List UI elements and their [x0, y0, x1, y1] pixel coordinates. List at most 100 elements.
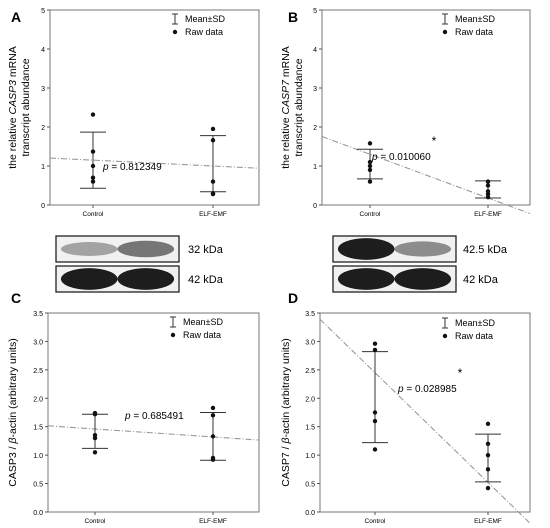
blot-band-size-label: 42 kDa	[463, 274, 499, 286]
legend-label-mean-sd: Mean±SD	[455, 318, 495, 328]
raw-data-point	[372, 347, 378, 353]
legend-raw-icon	[442, 333, 448, 339]
plot-frame	[47, 312, 260, 513]
raw-data-point	[367, 179, 373, 184]
x-tick-label: Control	[360, 211, 382, 218]
y-axis-label-part: CASP7	[280, 79, 292, 115]
y-axis-label-part: β	[280, 438, 292, 445]
y-axis-label-line2: transcript abundance	[293, 58, 305, 156]
legend-raw-icon	[442, 29, 448, 35]
p-value: = 0.685491	[133, 411, 184, 422]
y-tick-label: 1	[313, 164, 317, 171]
raw-data-point	[367, 141, 373, 146]
raw-data-point	[372, 410, 378, 415]
y-axis-label: CASP3 / β-actin (arbitrary units)	[7, 338, 19, 486]
raw-data-point	[210, 191, 216, 197]
p-symbol: p	[397, 384, 406, 395]
y-tick-label: 1.0	[305, 453, 315, 460]
plot-frame	[321, 9, 531, 206]
panel-letter: A	[11, 9, 21, 25]
legend: Mean±SD Raw data	[442, 317, 495, 341]
p-symbol: p	[371, 152, 380, 163]
raw-data-point	[485, 421, 491, 427]
y-tick-label: 0.5	[33, 482, 43, 489]
y-axis-label: the relative CASP7 mRNA	[280, 46, 292, 169]
group-control	[357, 141, 383, 184]
chart-panel-a: A 0 1 2 3 4 5 the relative CASP3 mRNA transcript…	[7, 8, 260, 218]
raw-data-point	[90, 149, 96, 154]
y-axis-label-part: mRNA	[280, 46, 292, 80]
trend-line	[319, 318, 531, 524]
y-tick-label: 0	[41, 203, 45, 210]
blot-band	[337, 238, 395, 260]
y-tick-label: 2.0	[33, 396, 43, 403]
y-tick-label: 2.0	[305, 396, 315, 403]
raw-data-point	[210, 179, 216, 184]
y-tick-label: 1.5	[33, 425, 43, 432]
y-tick-label: 4	[313, 47, 317, 54]
y-tick-label: 3.5	[305, 311, 315, 318]
x-tick-label: ELF-EMF	[474, 518, 502, 525]
y-axis-label-part: CASP7 /	[280, 444, 292, 487]
panel-letter: C	[11, 290, 21, 306]
y-axis-label: the relative CASP3 mRNA	[7, 46, 19, 169]
raw-data-point	[485, 183, 491, 188]
raw-data-point	[485, 452, 491, 458]
raw-data-point	[367, 167, 373, 173]
raw-data-point	[210, 138, 216, 143]
blot-band-size-label: 42.5 kDa	[463, 244, 508, 256]
panel-letter: B	[288, 9, 298, 25]
legend-label-raw: Raw data	[455, 27, 493, 37]
raw-data-point	[485, 191, 491, 197]
y-tick-label: 0.5	[305, 482, 315, 489]
blot-band	[394, 268, 452, 290]
y-axis-label-part: the relative	[7, 115, 19, 169]
raw-data-point	[90, 179, 96, 184]
y-tick-label: 0.0	[33, 510, 43, 517]
blot-band	[337, 268, 395, 290]
y-axis-label-part: CASP3	[7, 80, 19, 115]
western-blot-1: 32 kDa 42 kDa	[55, 235, 224, 293]
trend-line	[49, 157, 260, 169]
group-control	[362, 341, 388, 452]
y-tick-label: 3.0	[305, 339, 315, 346]
y-tick-label: 2.5	[33, 368, 43, 375]
p-value-label: p = 0.812349	[102, 162, 162, 173]
chart-panel-d: D 0.0 0.5 1.0 1.5 2.0 2.5 3.0 3.5 CASP7 / β-actin…	[280, 290, 531, 525]
raw-data-point	[210, 413, 216, 418]
panel-letter: D	[288, 290, 298, 306]
y-tick-label: 4	[41, 47, 45, 54]
y-tick-label: 3	[313, 86, 317, 93]
p-symbol: p	[102, 162, 111, 173]
raw-data-point	[485, 467, 491, 472]
group-control	[82, 410, 108, 455]
p-value-label: p = 0.028985	[397, 384, 457, 395]
y-tick-label: 2	[313, 125, 317, 132]
raw-data-point	[485, 179, 491, 184]
p-value: = 0.028985	[406, 384, 457, 395]
legend-label-mean-sd: Mean±SD	[183, 317, 223, 327]
trend-line	[47, 425, 260, 441]
y-axis-label-part: CASP3 /	[7, 444, 19, 487]
raw-data-point	[210, 457, 216, 462]
raw-data-point	[90, 175, 96, 180]
raw-data-point	[372, 447, 378, 452]
y-tick-label: 0.0	[305, 510, 315, 517]
legend-label-raw: Raw data	[183, 330, 221, 340]
legend-label-raw: Raw data	[455, 331, 493, 341]
group-control	[80, 112, 106, 189]
p-value-label: p = 0.685491	[124, 411, 184, 422]
p-symbol: p	[124, 411, 133, 422]
raw-data-point	[372, 341, 378, 346]
p-value: = 0.812349	[111, 162, 162, 173]
y-axis-label: CASP7 / β-actin (arbitrary units)	[280, 338, 292, 486]
y-tick-label: 5	[313, 8, 317, 15]
y-tick-label: 2	[41, 125, 45, 132]
y-tick-label: 5	[41, 8, 45, 15]
group-elf-emf	[200, 126, 226, 197]
x-tick-label: ELF-EMF	[474, 211, 502, 218]
trend-line	[321, 136, 531, 215]
raw-data-point	[92, 412, 98, 417]
blot-band	[117, 240, 175, 258]
